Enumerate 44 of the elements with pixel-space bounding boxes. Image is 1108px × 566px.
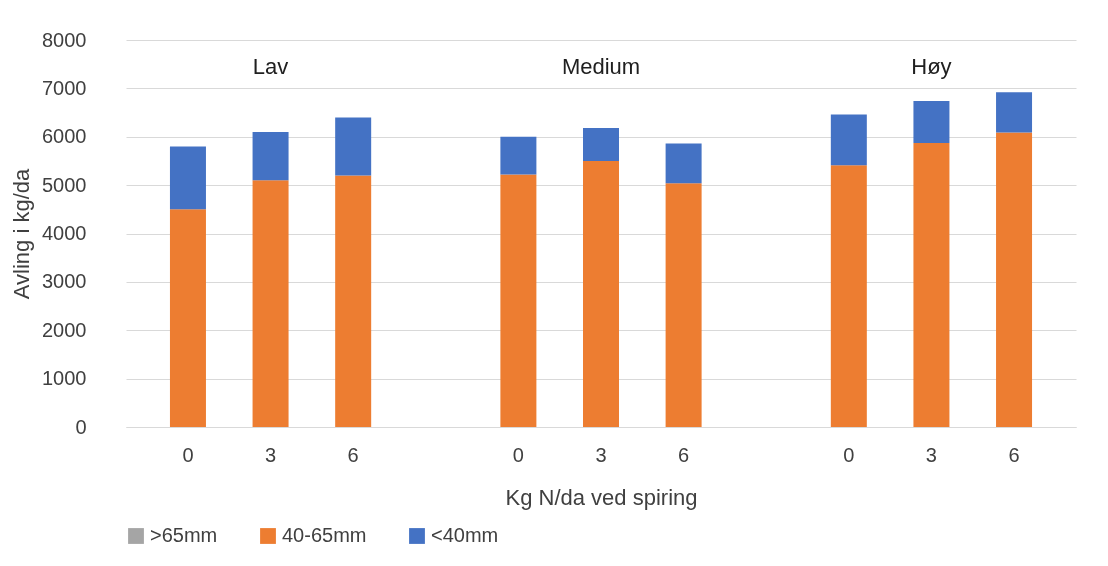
bar [665, 183, 702, 427]
legend-label: 40-65mm [282, 524, 367, 546]
bar [913, 100, 950, 144]
y-axis-title: Avling i kg/da [9, 168, 35, 300]
x-tick-label: 3 [595, 443, 607, 466]
x-tick-label: 3 [265, 443, 277, 466]
x-tick-label: 0 [512, 443, 524, 466]
y-tick-label: 6000 [42, 125, 87, 148]
y-tick-label: 3000 [42, 270, 87, 293]
bar [583, 128, 619, 161]
bar [169, 209, 206, 427]
bar [913, 143, 950, 427]
bar [500, 136, 537, 175]
y-tick-label: 4000 [42, 222, 87, 244]
x-tick-label: 6 [1008, 443, 1020, 466]
x-axis-title: Kg N/da ved spiring [505, 484, 698, 510]
x-tick-label: 6 [678, 443, 690, 466]
bar [830, 165, 867, 427]
bar [169, 146, 206, 210]
annotation: Lav [252, 54, 289, 79]
x-tick-label: 0 [843, 443, 855, 466]
bar [252, 180, 289, 427]
bar [996, 92, 1033, 133]
legend-label: >65mm [150, 524, 218, 546]
y-tick-label: 7000 [42, 76, 87, 99]
bar [335, 117, 372, 176]
bar [583, 160, 619, 427]
y-tick-label: 0 [75, 415, 87, 438]
annotation: Medium [561, 54, 641, 79]
bar [335, 175, 372, 427]
bar [252, 131, 289, 181]
bar [830, 114, 867, 166]
annotation: Høy [911, 54, 952, 79]
x-tick-label: 0 [182, 443, 194, 466]
x-tick-label: 6 [347, 443, 359, 466]
bar [665, 143, 702, 184]
y-tick-label: 8000 [42, 28, 87, 51]
bar [500, 174, 537, 427]
y-tick-label: 5000 [42, 173, 87, 196]
y-tick-label: 2000 [42, 318, 87, 341]
bar [996, 132, 1033, 427]
y-tick-label: 1000 [42, 367, 87, 390]
x-tick-label: 3 [925, 443, 937, 466]
legend-label: <40mm [431, 524, 499, 546]
